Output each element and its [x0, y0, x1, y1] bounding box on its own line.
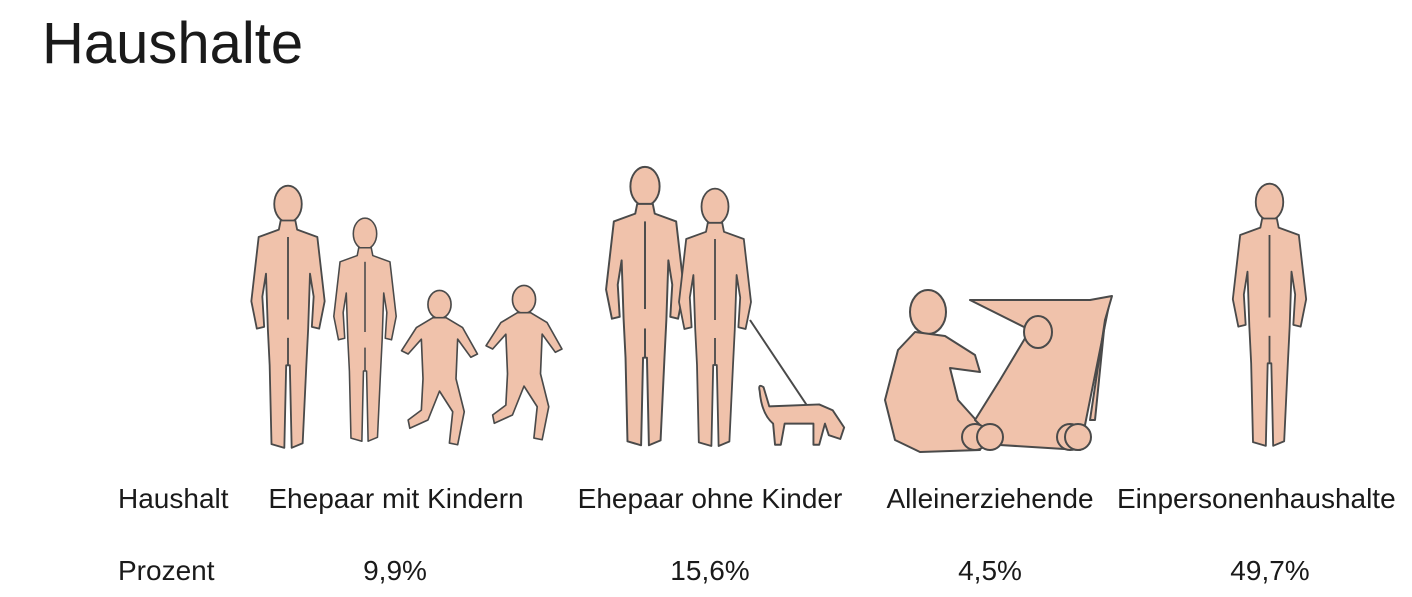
percent-value: 4,5%	[958, 555, 1022, 587]
percent-value: 9,9%	[363, 555, 427, 587]
figure-man	[251, 186, 324, 448]
row-label: Haushalt	[118, 483, 229, 515]
figure-man	[679, 189, 751, 446]
figure-man	[1233, 184, 1306, 446]
leash	[750, 320, 810, 410]
figure-child	[402, 290, 478, 444]
column-header: Alleinerziehende	[886, 483, 1093, 515]
row-label: Prozent	[118, 555, 215, 587]
figure-woman	[334, 218, 396, 441]
figure-child	[486, 285, 562, 439]
page: {"header": {"title": "Haushalte"}, "tabl…	[0, 0, 1412, 597]
percent-value: 49,7%	[1230, 555, 1309, 587]
figure-parent-stroller	[885, 290, 1112, 452]
figure-man	[606, 167, 684, 445]
column-header: Ehepaar ohne Kinder	[578, 483, 843, 515]
column-header: Einpersonenhaushalte	[1117, 483, 1396, 515]
percent-value: 15,6%	[670, 555, 749, 587]
column-header: Ehepaar mit Kindern	[268, 483, 523, 515]
figure-dog	[759, 386, 844, 445]
